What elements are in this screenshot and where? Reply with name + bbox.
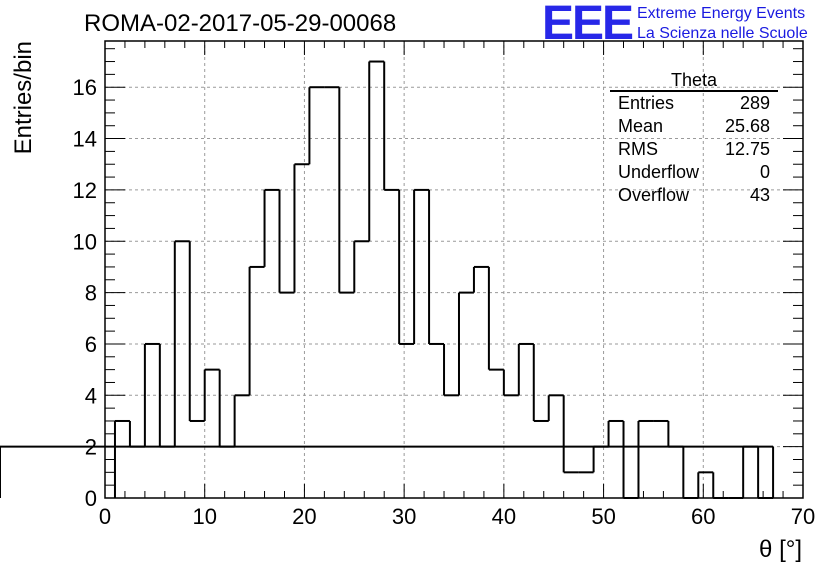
stat-row-mean: Mean 25.68 bbox=[610, 115, 778, 138]
eee-logo: EEE bbox=[542, 0, 634, 50]
stat-label: Underflow bbox=[618, 162, 700, 182]
stat-value: 12.75 bbox=[724, 139, 770, 159]
y-tick-label: 10 bbox=[73, 229, 97, 254]
x-axis-label: θ [°] bbox=[759, 536, 802, 563]
stat-value: 25.68 bbox=[724, 116, 770, 136]
y-tick-label: 8 bbox=[85, 281, 97, 306]
stat-row-entries: Entries 289 bbox=[610, 92, 778, 115]
y-tick-label: 12 bbox=[73, 178, 97, 203]
x-tick-label: 10 bbox=[192, 504, 216, 529]
x-tick-label: 60 bbox=[691, 504, 715, 529]
stat-label: RMS bbox=[618, 139, 658, 159]
stat-value: 43 bbox=[749, 185, 770, 205]
y-tick-label: 14 bbox=[73, 127, 97, 152]
logo-line-1: Extreme Energy Events bbox=[637, 5, 806, 22]
stat-row-underflow: Underflow 0 bbox=[610, 161, 778, 184]
x-tick-label: 40 bbox=[492, 504, 516, 529]
logo-line-2: La Scienza nelle Scuole bbox=[637, 25, 808, 42]
y-tick-label: 16 bbox=[73, 75, 97, 100]
stat-label: Entries bbox=[618, 93, 675, 113]
stat-value: 289 bbox=[739, 93, 770, 113]
run-title: ROMA-02-2017-05-29-00068 bbox=[84, 10, 397, 37]
x-tick-label: 70 bbox=[791, 504, 815, 529]
y-axis-label: Entries/bin bbox=[10, 41, 37, 154]
stat-label: Overflow bbox=[618, 185, 690, 205]
y-tick-label: 0 bbox=[85, 486, 97, 511]
stat-row-rms: RMS 12.75 bbox=[610, 138, 778, 161]
x-tick-label: 20 bbox=[292, 504, 316, 529]
y-tick-label: 2 bbox=[85, 435, 97, 460]
plot-frame bbox=[104, 40, 804, 499]
x-tick-label: 30 bbox=[392, 504, 416, 529]
axis-ticks bbox=[104, 41, 804, 499]
y-tick-label: 6 bbox=[85, 332, 97, 357]
x-tick-label: 50 bbox=[591, 504, 615, 529]
y-tick-label: 4 bbox=[85, 383, 97, 408]
stats-box: Theta Entries 289 Mean 25.68 RMS 12.75 U… bbox=[610, 70, 778, 207]
x-tick-label: 0 bbox=[99, 504, 111, 529]
stats-title: Theta bbox=[610, 70, 778, 92]
tick-labels: 0 10 20 30 40 50 60 70 0 2 4 6 8 10 12 14 16 bbox=[73, 75, 816, 529]
stat-row-overflow: Overflow 43 bbox=[610, 184, 778, 207]
stat-label: Mean bbox=[618, 116, 664, 136]
stat-value: 0 bbox=[759, 162, 770, 182]
